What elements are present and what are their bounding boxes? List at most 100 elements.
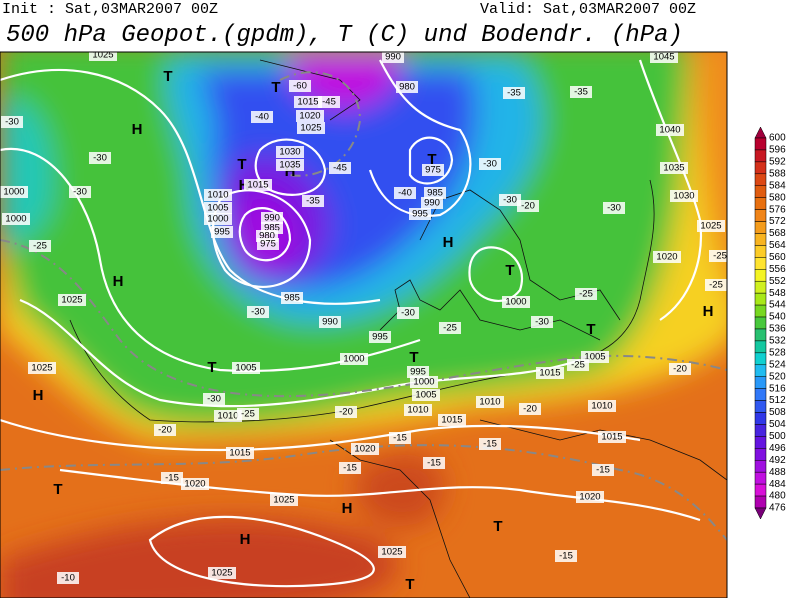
label-background [531, 316, 553, 328]
label-background [592, 464, 614, 476]
label-background [378, 546, 406, 558]
contour-label: -25 [713, 251, 727, 262]
label-background [204, 213, 232, 225]
label-background [555, 550, 577, 562]
contour-label: -15 [165, 473, 179, 484]
colorbar-cell [754, 161, 767, 175]
contour-label: 1040 [659, 125, 680, 136]
colorbar-cell [754, 304, 767, 318]
colorbar-label: 476 [769, 503, 786, 514]
label-background [407, 366, 429, 378]
label-background [438, 414, 466, 426]
colorbar-label: 600 [769, 133, 786, 144]
label-background [575, 288, 597, 300]
label-background [329, 162, 351, 174]
label-background [499, 194, 521, 206]
colorbar-label: 588 [769, 168, 786, 179]
contour-label: 1030 [279, 147, 300, 158]
contour-label: 1010 [207, 190, 228, 201]
pressure-center-label: H [240, 531, 251, 548]
contour-label: -30 [535, 317, 549, 328]
pressure-center-label: H [113, 273, 124, 290]
label-background [214, 410, 242, 422]
contour-label: 1010 [591, 401, 612, 412]
label-background [536, 367, 564, 379]
colorbar-label: 488 [769, 467, 786, 478]
colorbar-label: 596 [769, 145, 786, 156]
pressure-center-label: T [271, 79, 280, 96]
contour-label: 1025 [381, 547, 402, 558]
contour-label: 1015 [441, 415, 462, 426]
label-background [476, 396, 504, 408]
colorbar-label: 508 [769, 407, 786, 418]
contour-label: -40 [398, 188, 412, 199]
label-background [211, 226, 233, 238]
label-background [404, 404, 432, 416]
contour-label: -35 [306, 196, 320, 207]
colorbar-cell [754, 412, 767, 425]
pressure-center-label: T [207, 359, 216, 376]
label-background [705, 279, 727, 291]
contour-label: 1000 [413, 377, 434, 388]
colorbar-label: 500 [769, 431, 786, 442]
contour-label: 1025 [31, 363, 52, 374]
label-background [339, 462, 361, 474]
label-background [154, 424, 176, 436]
contour-label: 995 [410, 367, 426, 378]
contour-label: -15 [483, 439, 497, 450]
colorbar-cell [754, 328, 767, 342]
colorbar-cell [754, 352, 767, 366]
colorbar-cell [754, 471, 767, 485]
colorbar-cell [754, 495, 767, 509]
contour-label: 1005 [415, 390, 436, 401]
colorbar-cell [754, 233, 767, 246]
pressure-center-label: H [443, 234, 454, 251]
label-background [653, 251, 681, 263]
label-background [588, 400, 616, 412]
contour-label: 1015 [229, 448, 250, 459]
colorbar-cell [754, 221, 767, 234]
label-background [181, 478, 209, 490]
contour-label: 1000 [3, 187, 24, 198]
colorbar-label: 564 [769, 240, 786, 251]
contour-label: 995 [412, 209, 428, 220]
colorbar-label: 552 [769, 276, 786, 287]
label-background [58, 294, 86, 306]
label-background [576, 491, 604, 503]
label-background [226, 447, 254, 459]
label-background [519, 403, 541, 415]
contour-label: -15 [596, 465, 610, 476]
label-background [57, 572, 79, 584]
map-labels: -30 -30 -30 1000 1000 -25 1025 1025 H H H T T T H H T H T T… [0, 52, 727, 593]
contour-label: 1020 [354, 444, 375, 455]
contour-label: -60 [293, 81, 307, 92]
pressure-center-label: T [237, 156, 246, 173]
colorbar-label: 584 [769, 180, 786, 191]
label-background [0, 186, 28, 198]
contour-label: 975 [425, 165, 441, 176]
label-background [422, 164, 444, 176]
colorbar-cell [754, 173, 767, 186]
map-title: 500 hPa Geopot.(gpdm), T (C) und Bodendr… [6, 22, 683, 49]
colorbar-label: 524 [769, 359, 786, 370]
label-background [396, 81, 418, 93]
colorbar-label: 504 [769, 419, 786, 430]
label-background [709, 250, 727, 262]
contour-label: 1010 [407, 405, 428, 416]
contour-label: -30 [401, 308, 415, 319]
contour-label: 985 [284, 293, 300, 304]
colorbar-label: 568 [769, 228, 786, 239]
colorbar-cell [754, 197, 767, 210]
contour-label: -35 [507, 88, 521, 99]
label-background [270, 494, 298, 506]
label-background [382, 52, 404, 63]
contour-label: 975 [260, 239, 276, 250]
contour-label: 1015 [539, 368, 560, 379]
label-background [89, 152, 111, 164]
contour-label: -30 [93, 153, 107, 164]
contour-label: 1005 [235, 363, 256, 374]
colorbar-cell [754, 209, 767, 222]
contour-label: 1020 [656, 252, 677, 263]
contour-label: 1000 [5, 214, 26, 225]
